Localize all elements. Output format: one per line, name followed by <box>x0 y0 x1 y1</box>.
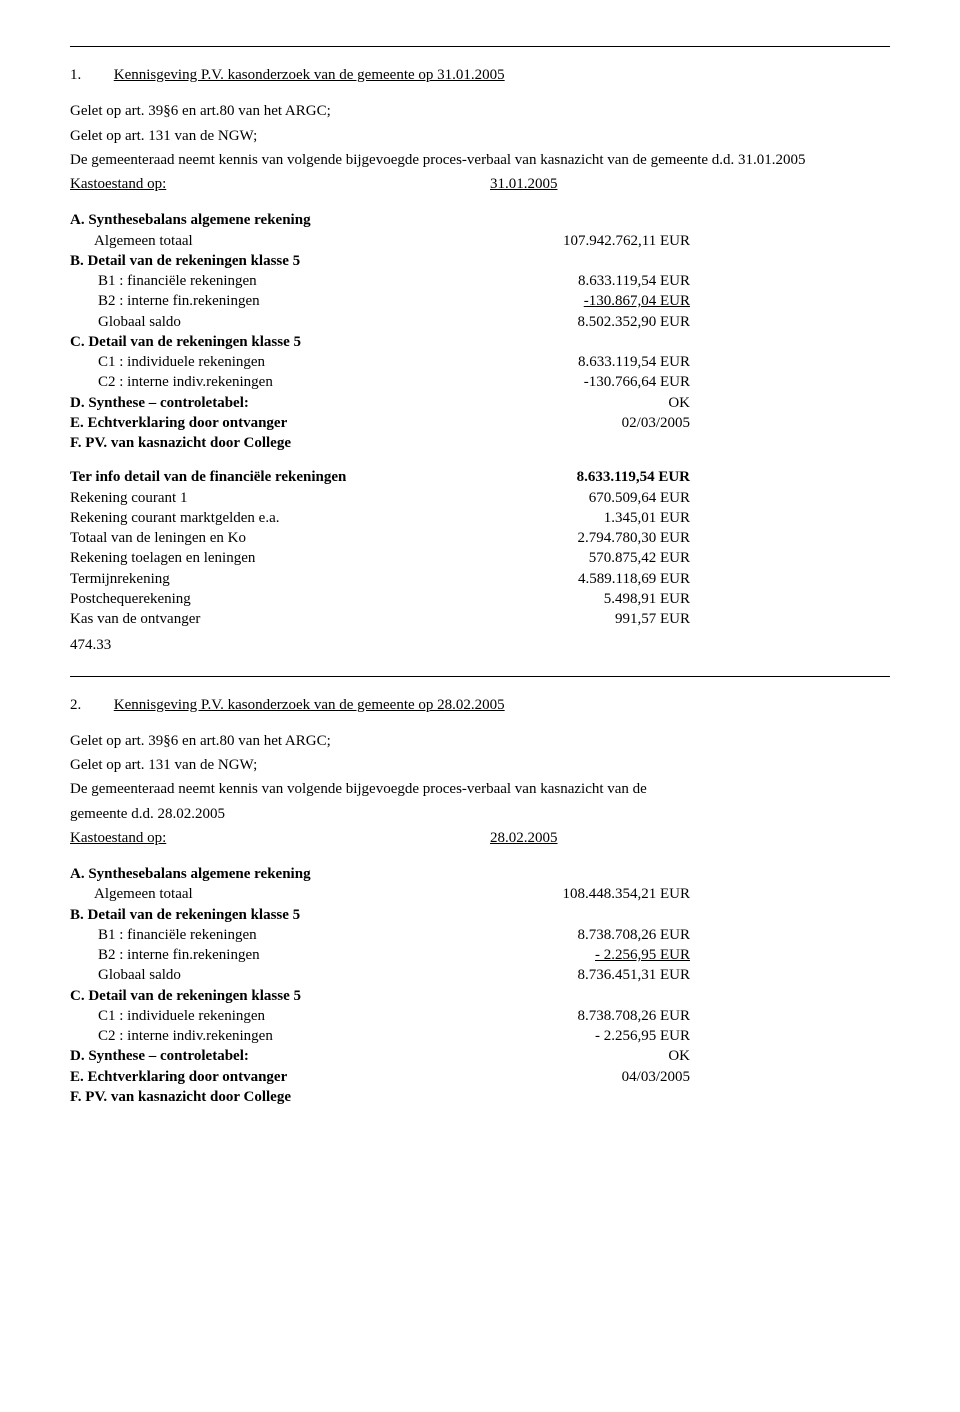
item1-c-header: C. Detail van de rekeningen klasse 5 <box>70 332 890 352</box>
item1-d4-value: 570.875,42 EUR <box>490 548 690 568</box>
item2-b-global-value: 8.736.451,31 EUR <box>490 965 690 985</box>
item1-d3-label: Totaal van de leningen en Ko <box>70 528 490 548</box>
item2-section-c: C. Detail van de rekeningen klasse 5 C1 … <box>70 986 890 1047</box>
item2-d-label: D. Synthese – controletabel: <box>70 1046 490 1066</box>
item1-d4-label: Rekening toelagen en leningen <box>70 548 490 568</box>
item1-detail-header-value: 8.633.119,54 EUR <box>490 467 690 487</box>
item1-e-label: E. Echtverklaring door ontvanger <box>70 413 490 433</box>
item1-d2-value: 1.345,01 EUR <box>490 508 690 528</box>
item1-para3: De gemeenteraad neemt kennis van volgend… <box>70 150 890 170</box>
item2-b-header: B. Detail van de rekeningen klasse 5 <box>70 905 890 925</box>
item2-f-label: F. PV. van kasnazicht door College <box>70 1087 890 1107</box>
item2-e-label: E. Echtverklaring door ontvanger <box>70 1067 490 1087</box>
item2-b1-label: B1 : financiële rekeningen <box>70 925 490 945</box>
item1-title: Kennisgeving P.V. kasonderzoek van de ge… <box>114 67 505 83</box>
item2-section-e: E. Echtverklaring door ontvanger 04/03/2… <box>70 1067 890 1087</box>
item1-d2-label: Rekening courant marktgelden e.a. <box>70 508 490 528</box>
item1-section-d: D. Synthese – controletabel: OK <box>70 393 890 413</box>
item1-f-label: F. PV. van kasnazicht door College <box>70 433 890 453</box>
item2-a-header: A. Synthesebalans algemene rekening <box>70 864 890 884</box>
item2-section-a: A. Synthesebalans algemene rekening Alge… <box>70 864 890 905</box>
item1-a-total-label: Algemeen totaal <box>70 231 490 251</box>
item1-c1-value: 8.633.119,54 EUR <box>490 352 690 372</box>
item1-number: 1. <box>70 65 110 85</box>
item1-c1-label: C1 : individuele rekeningen <box>70 352 490 372</box>
item1-d5-value: 4.589.118,69 EUR <box>490 569 690 589</box>
item1-d6-value: 5.498,91 EUR <box>490 589 690 609</box>
item2-kastoestand-label: Kastoestand op: <box>70 828 490 848</box>
item2-b1-value: 8.738.708,26 EUR <box>490 925 690 945</box>
item2-para1: Gelet op art. 39§6 en art.80 van het ARG… <box>70 731 890 751</box>
item2-para2: Gelet op art. 131 van de NGW; <box>70 755 890 775</box>
item1-b2-value: -130.867,04 EUR <box>490 291 690 311</box>
item2-c-header: C. Detail van de rekeningen klasse 5 <box>70 986 890 1006</box>
item1-b2-label: B2 : interne fin.rekeningen <box>70 291 490 311</box>
item2-c2-value: - 2.256,95 EUR <box>490 1026 690 1046</box>
item1-para2: Gelet op art. 131 van de NGW; <box>70 126 890 146</box>
item1-c2-value: -130.766,64 EUR <box>490 372 690 392</box>
item2-c2-label: C2 : interne indiv.rekeningen <box>70 1026 490 1046</box>
item1-d1-label: Rekening courant 1 <box>70 488 490 508</box>
item1-section-e: E. Echtverklaring door ontvanger 02/03/2… <box>70 413 890 433</box>
item2-para3-l2: gemeente d.d. 28.02.2005 <box>70 804 890 824</box>
item1-d6-label: Postchequerekening <box>70 589 490 609</box>
item2-c1-value: 8.738.708,26 EUR <box>490 1006 690 1026</box>
item1-d-label: D. Synthese – controletabel: <box>70 393 490 413</box>
item1-d7-value: 991,57 EUR <box>490 609 690 629</box>
item1-section-b: B. Detail van de rekeningen klasse 5 B1 … <box>70 251 890 332</box>
item1-b-header: B. Detail van de rekeningen klasse 5 <box>70 251 890 271</box>
item2-a-total-value: 108.448.354,21 EUR <box>490 884 690 904</box>
item2-section-d: D. Synthese – controletabel: OK <box>70 1046 890 1066</box>
item1-e-value: 02/03/2005 <box>490 413 690 433</box>
item1-d3-value: 2.794.780,30 EUR <box>490 528 690 548</box>
item1-kastoestand-row: Kastoestand op: 31.01.2005 <box>70 174 890 194</box>
item1-b-global-value: 8.502.352,90 EUR <box>490 312 690 332</box>
item2-para3-l1: De gemeenteraad neemt kennis van volgend… <box>70 779 890 799</box>
item1-detail-header: Ter info detail van de financiële rekeni… <box>70 467 490 487</box>
item1-kastoestand-label: Kastoestand op: <box>70 174 490 194</box>
item1-para1: Gelet op art. 39§6 en art.80 van het ARG… <box>70 101 890 121</box>
item1-section-a: A. Synthesebalans algemene rekening Alge… <box>70 210 890 251</box>
item2-b2-label: B2 : interne fin.rekeningen <box>70 945 490 965</box>
item2-e-value: 04/03/2005 <box>490 1067 690 1087</box>
item2-b-global-label: Globaal saldo <box>70 965 490 985</box>
item2-section-b: B. Detail van de rekeningen klasse 5 B1 … <box>70 905 890 986</box>
item2-kastoestand-row: Kastoestand op: 28.02.2005 <box>70 828 890 848</box>
item2-kastoestand-value: 28.02.2005 <box>490 828 558 848</box>
item2-number: 2. <box>70 695 110 715</box>
item1-d-value: OK <box>490 393 690 413</box>
mid-rule <box>70 676 890 677</box>
item2-c1-label: C1 : individuele rekeningen <box>70 1006 490 1026</box>
item1-d1-value: 670.509,64 EUR <box>490 488 690 508</box>
item2-title-row: 2. Kennisgeving P.V. kasonderzoek van de… <box>70 695 890 715</box>
item1-d5-label: Termijnrekening <box>70 569 490 589</box>
item1-detail-header-row: Ter info detail van de financiële rekeni… <box>70 467 890 487</box>
item1-footer-number: 474.33 <box>70 635 890 655</box>
item1-c2-label: C2 : interne indiv.rekeningen <box>70 372 490 392</box>
item1-a-header: A. Synthesebalans algemene rekening <box>70 210 890 230</box>
item1-b-global-label: Globaal saldo <box>70 312 490 332</box>
item2-d-value: OK <box>490 1046 690 1066</box>
item1-b1-label: B1 : financiële rekeningen <box>70 271 490 291</box>
item1-d7-label: Kas van de ontvanger <box>70 609 490 629</box>
top-rule <box>70 46 890 47</box>
item1-b1-value: 8.633.119,54 EUR <box>490 271 690 291</box>
item2-a-total-label: Algemeen totaal <box>70 884 490 904</box>
item2-title: Kennisgeving P.V. kasonderzoek van de ge… <box>114 697 505 713</box>
item1-section-c: C. Detail van de rekeningen klasse 5 C1 … <box>70 332 890 393</box>
item1-a-total-value: 107.942.762,11 EUR <box>490 231 690 251</box>
item1-title-row: 1. Kennisgeving P.V. kasonderzoek van de… <box>70 65 890 85</box>
item2-b2-value: - 2.256,95 EUR <box>490 945 690 965</box>
item1-kastoestand-value: 31.01.2005 <box>490 174 558 194</box>
